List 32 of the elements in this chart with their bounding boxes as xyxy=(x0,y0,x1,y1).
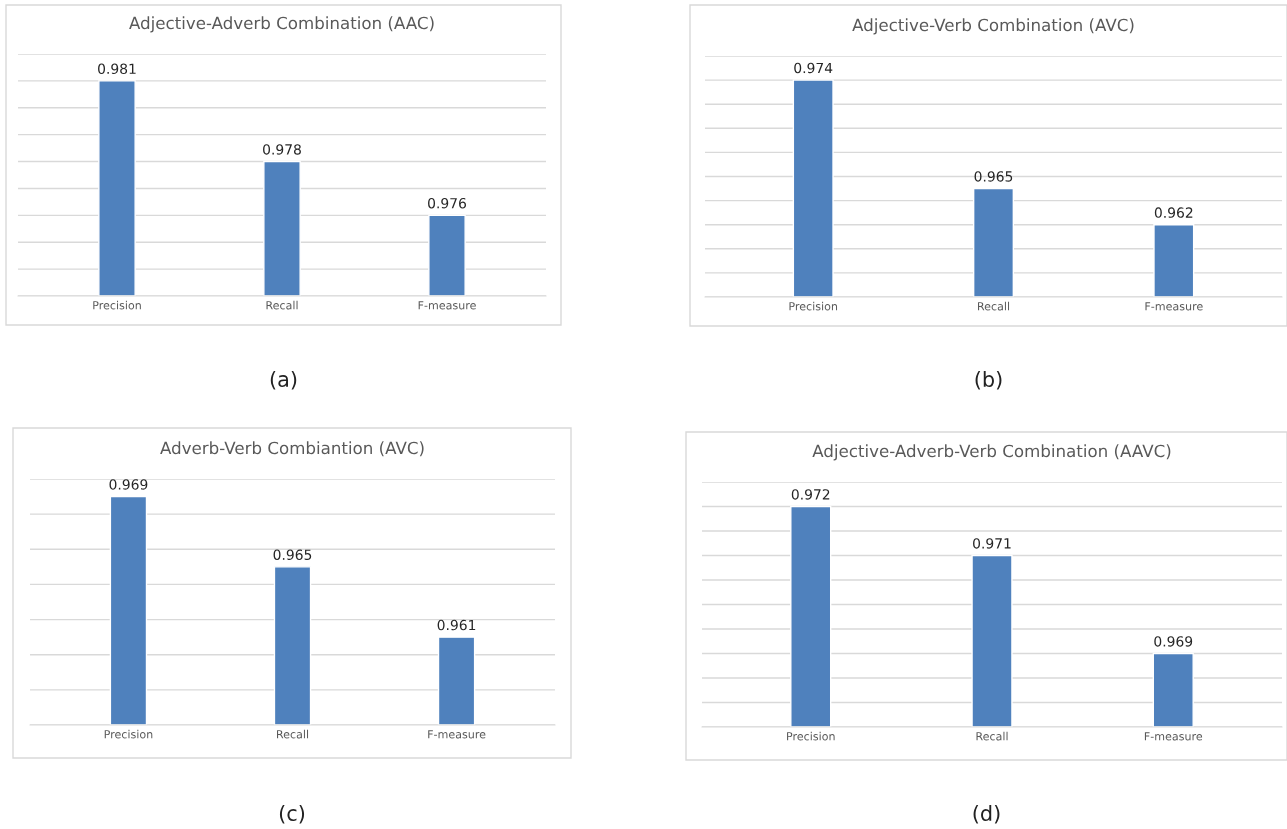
x-tick-label: Precision xyxy=(104,729,153,739)
data-label: 0.976 xyxy=(428,197,467,209)
chart-title: Adjective-Adverb-Verb Combination (AAVC) xyxy=(812,444,1171,461)
data-label: 0.971 xyxy=(973,538,1011,549)
data-label: 0.972 xyxy=(791,489,830,500)
text: (c) xyxy=(279,804,305,824)
x-tick-label: Recall xyxy=(266,300,298,310)
text: (b) xyxy=(975,370,1002,390)
x-tick-label: F-measure xyxy=(428,730,486,739)
x-tick-label: F-measure xyxy=(1144,732,1203,741)
chart-title: Adjective-Verb Combination (AVC) xyxy=(852,18,1134,35)
x-tick-label: Precision xyxy=(93,300,141,310)
data-label: 0.965 xyxy=(273,549,312,560)
x-tick-label: Recall xyxy=(976,731,1008,741)
x-tick-label: Recall xyxy=(978,301,1010,311)
text: (a) xyxy=(270,370,297,390)
data-label: 0.969 xyxy=(109,479,148,490)
x-tick-label: Precision xyxy=(787,731,835,741)
chart-title: Adjective-Adverb Combination (AAC) xyxy=(129,16,434,33)
data-label: 0.961 xyxy=(437,619,476,631)
data-label: 0.962 xyxy=(1154,207,1193,218)
data-label: 0.978 xyxy=(263,144,301,155)
data-label: 0.981 xyxy=(98,63,136,75)
data-label: 0.974 xyxy=(794,62,833,74)
chart-title: Adverb-Verb Combiantion (AVC) xyxy=(160,441,424,457)
x-tick-label: F-measure xyxy=(418,301,476,310)
x-tick-label: F-measure xyxy=(1145,302,1203,311)
x-tick-label: Precision xyxy=(789,301,838,311)
x-tick-label: Recall xyxy=(277,729,309,739)
text: (d) xyxy=(973,804,1000,824)
data-label: 0.969 xyxy=(1154,636,1193,647)
data-label: 0.965 xyxy=(974,171,1013,182)
